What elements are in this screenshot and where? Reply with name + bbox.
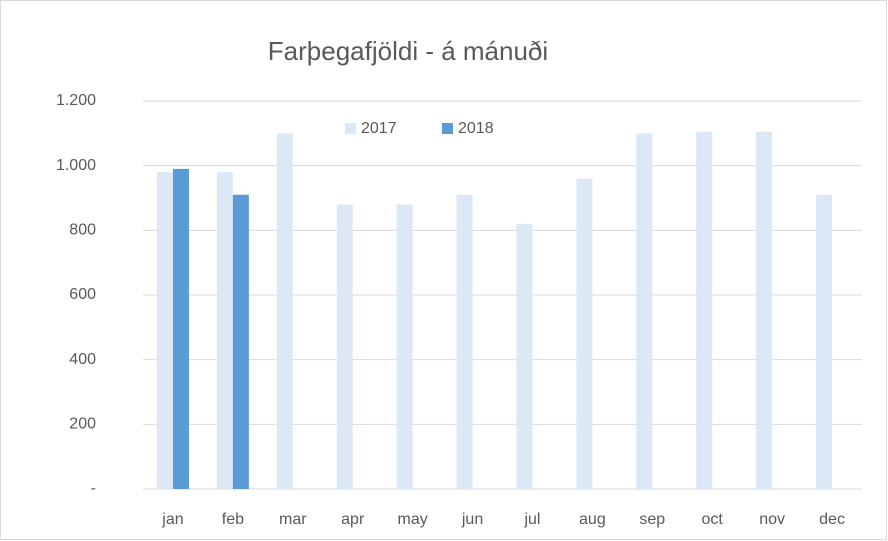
chart-title: Farþegafjöldi - á mánuði — [268, 36, 548, 66]
x-tick-label: apr — [341, 511, 365, 528]
y-tick-label: - — [91, 480, 96, 497]
x-tick-label: feb — [222, 511, 244, 528]
y-tick-label: 600 — [69, 286, 96, 303]
bar — [172, 168, 189, 489]
bar — [816, 194, 833, 489]
bar — [696, 131, 713, 489]
x-tick-label: sep — [639, 511, 665, 528]
bar — [232, 194, 249, 489]
legend-swatch — [345, 123, 356, 134]
y-tick-label: 1.000 — [56, 157, 96, 174]
y-tick-label: 400 — [69, 351, 96, 368]
x-tick-label: jan — [161, 511, 183, 528]
x-tick-label: oct — [702, 511, 724, 528]
bar — [756, 131, 773, 489]
y-tick-label: 200 — [69, 416, 96, 433]
bar — [396, 204, 413, 489]
legend-label: 2017 — [361, 120, 397, 137]
bar — [636, 133, 653, 490]
bar — [216, 172, 233, 489]
x-tick-label: dec — [819, 511, 845, 528]
y-tick-label: 1.200 — [56, 92, 96, 109]
x-tick-label: nov — [759, 511, 785, 528]
x-tick-label: may — [398, 511, 428, 528]
x-tick-label: mar — [279, 511, 307, 528]
bar — [516, 223, 533, 489]
x-tick-label: jun — [461, 511, 483, 528]
x-tick-label: aug — [579, 511, 606, 528]
legend-swatch — [442, 123, 453, 134]
y-tick-label: 800 — [69, 222, 96, 239]
bar — [276, 133, 293, 490]
legend-label: 2018 — [458, 120, 494, 137]
bar — [336, 204, 353, 489]
x-tick-label: jul — [523, 511, 540, 528]
bar — [576, 178, 593, 489]
bar — [156, 172, 173, 489]
bar — [456, 194, 473, 489]
